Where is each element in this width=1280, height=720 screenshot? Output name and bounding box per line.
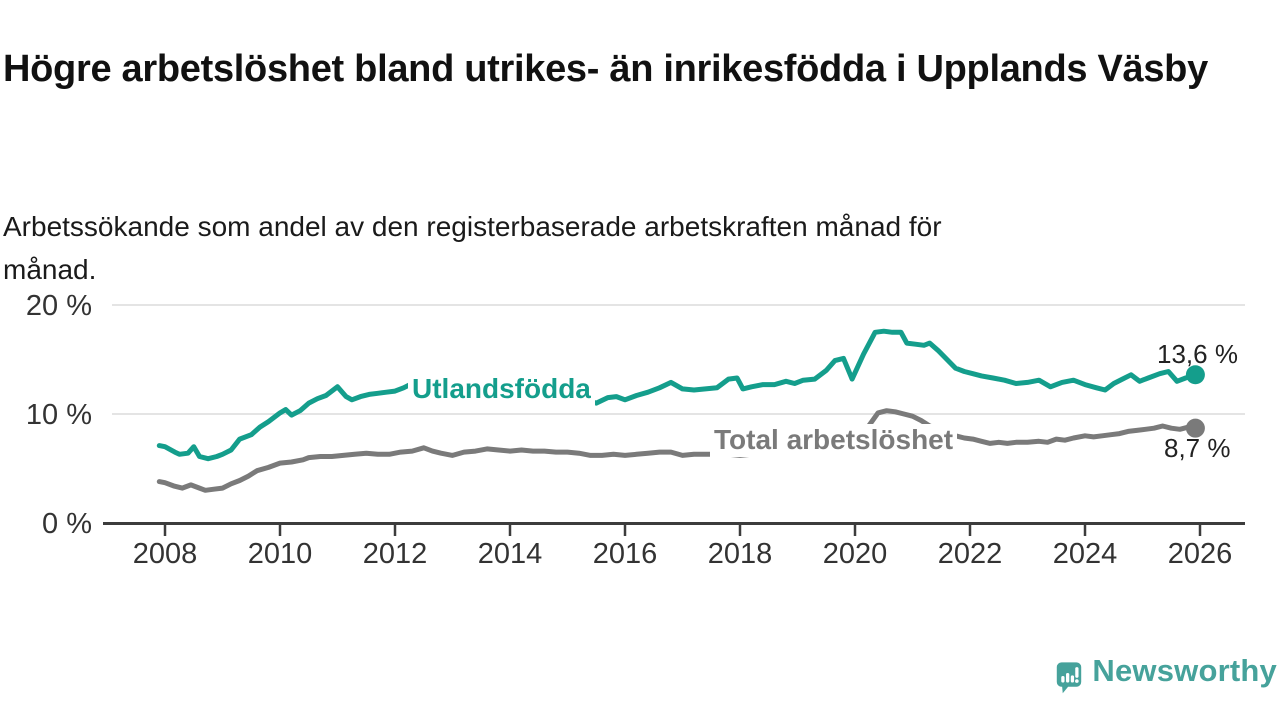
newsworthy-logo-icon [1056, 662, 1082, 694]
end-value-label-utlandsfodda: 13,6 % [1157, 339, 1238, 369]
y-tick-label: 0 % [42, 508, 92, 540]
x-tick-label: 2026 [1168, 538, 1233, 570]
x-tick-label: 2016 [593, 538, 658, 570]
x-tick-label: 2012 [363, 538, 428, 570]
end-value-label-total-arbetsloshet: 8,7 % [1164, 433, 1231, 463]
x-tick-label: 2008 [133, 538, 198, 570]
x-tick-label: 2018 [708, 538, 773, 570]
line-utlandsf-dda [156, 328, 1198, 462]
newsworthy-logo-text: Newsworthy [1092, 653, 1277, 688]
series-label-total-arbetsloshet: Total arbetslöshet [710, 424, 958, 457]
chart-subtitle: Arbetssökande som andel av den registerb… [3, 211, 942, 285]
x-tick-label: 2020 [823, 538, 888, 570]
line-total-arbetsl-shet [156, 408, 1198, 493]
newsworthy-logo: Newsworthy [1055, 650, 1277, 705]
x-tick-label: 2022 [938, 538, 1003, 570]
line-chart: 0 % 10 % 20 % 2008 2010 2012 2014 2016 2018 2020 2… [26, 290, 1245, 570]
x-tick-label: 2024 [1053, 538, 1118, 570]
y-tick-label: 20 % [26, 290, 92, 322]
y-tick-label: 10 % [26, 399, 92, 431]
chart-title: Högre arbetslöshet bland utrikes- än inr… [3, 48, 1208, 91]
x-tick-label: 2014 [478, 538, 543, 570]
end-dot-total-arbetsl-shet [1185, 418, 1205, 438]
x-tick-label: 2010 [248, 538, 313, 570]
series-label-utlandsfodda: Utlandsfödda [408, 373, 595, 406]
end-dot-utlandsf-dda [1185, 365, 1205, 385]
